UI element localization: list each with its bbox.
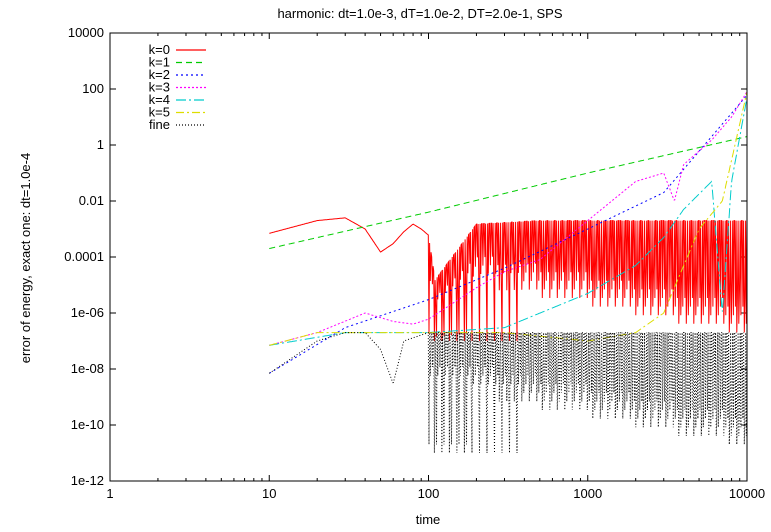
x-tick-label: 10 — [262, 486, 276, 501]
chart-title: harmonic: dt=1.0e-3, dT=1.0e-2, DT=2.0e-… — [277, 6, 562, 21]
y-tick-label: 0.0001 — [64, 249, 104, 264]
legend-label: k=3 — [149, 80, 170, 95]
y-tick-label: 100 — [82, 81, 104, 96]
legend-label: k=5 — [149, 105, 170, 120]
series-line-k=2 — [269, 94, 748, 374]
legend-label: fine — [149, 117, 170, 132]
series-layer — [269, 91, 748, 454]
x-axis-label: time — [416, 512, 441, 527]
x-tick-label: 1000 — [573, 486, 602, 501]
y-tick-label: 1e-12 — [71, 473, 104, 488]
x-axis-ticks: 1 10 100 1000 10000 — [106, 33, 765, 501]
y-tick-label: 0.01 — [79, 193, 104, 208]
legend-label: k=2 — [149, 67, 170, 82]
y-tick-label: 10000 — [68, 25, 104, 40]
legend-label: k=0 — [149, 42, 170, 57]
series-line-k=1 — [269, 136, 748, 250]
x-tick-label: 10000 — [729, 486, 765, 501]
series-line-fine — [269, 331, 748, 454]
y-tick-label: 1e-08 — [71, 361, 104, 376]
series-line-k=0 — [269, 217, 748, 342]
series-line-k=3 — [269, 91, 748, 346]
y-tick-label: 1e-10 — [71, 417, 104, 432]
plot-frame — [109, 32, 748, 482]
y-tick-label: 1e-06 — [71, 305, 104, 320]
legend-label: k=1 — [149, 55, 170, 70]
y-axis-ticks: 1e-12 1e-10 1e-08 1e-06 0.0001 0.01 1 100 10000 — [64, 25, 747, 488]
series-line-k=4 — [269, 97, 748, 346]
x-tick-label: 100 — [418, 486, 440, 501]
y-axis-label: error of energy, exact one: dt=1.0e-4 — [18, 153, 33, 363]
y-tick-label: 1 — [97, 137, 104, 152]
legend-label: k=4 — [149, 92, 170, 107]
x-tick-label: 1 — [106, 486, 113, 501]
